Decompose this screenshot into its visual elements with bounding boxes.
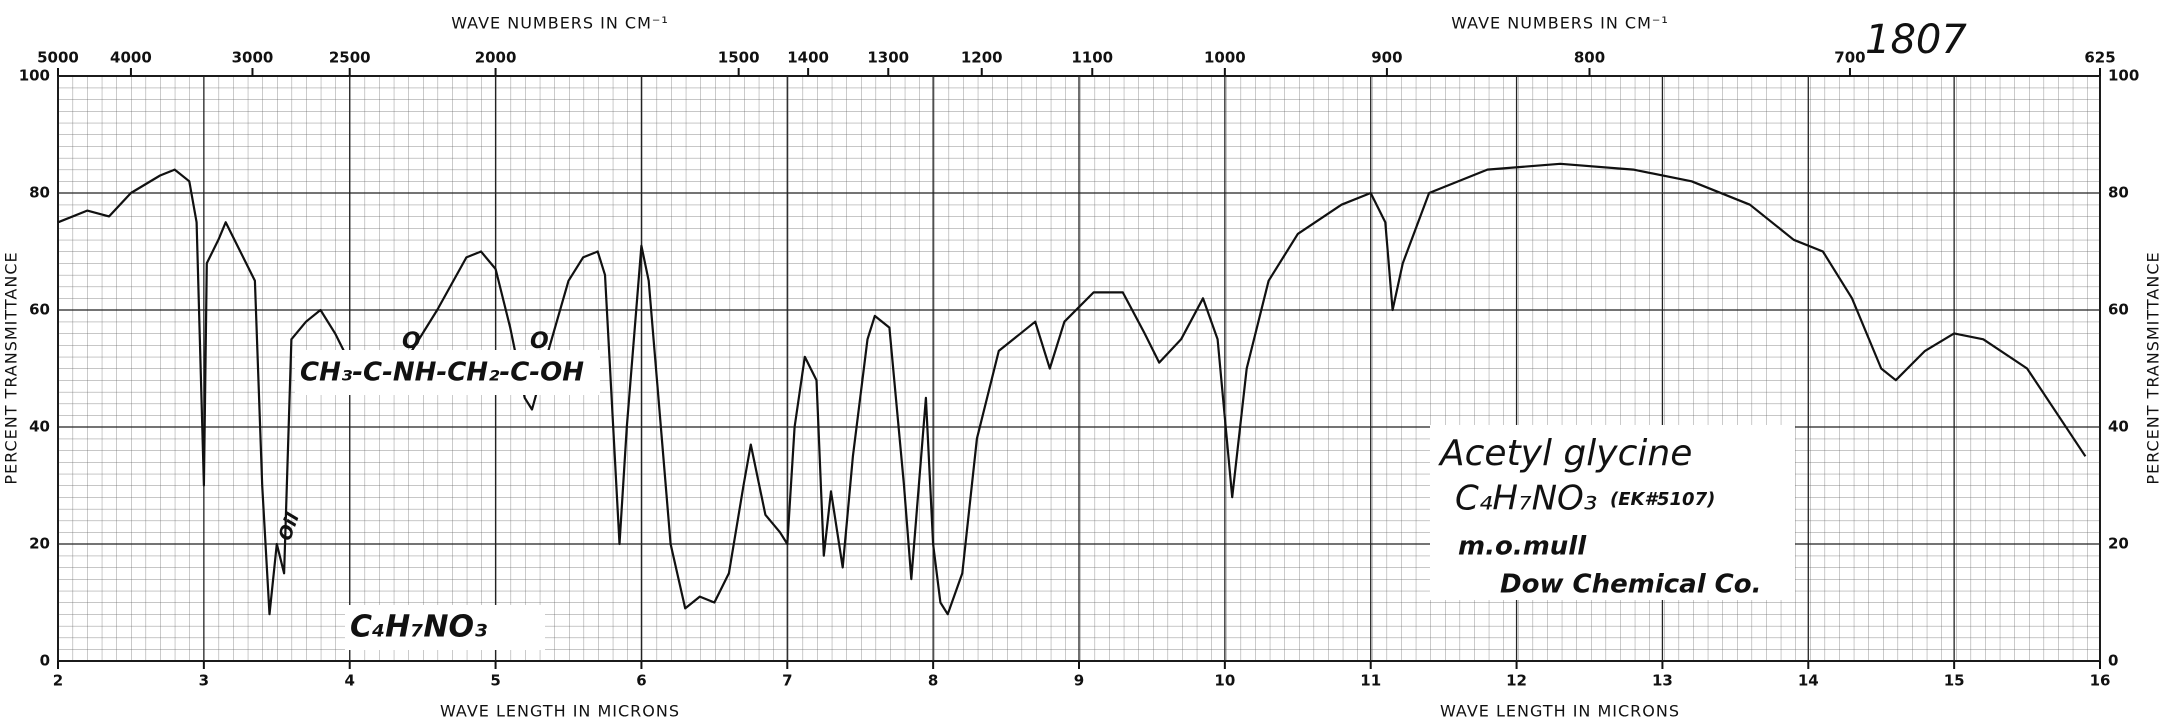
y2-tick-label: 80 [2108, 184, 2129, 202]
x-tick-label: 11 [1360, 672, 1381, 690]
x-tick-label: 12 [1506, 672, 1527, 690]
annotation-box [345, 605, 545, 650]
x-axis-title: WAVE LENGTH IN MICRONS [1440, 702, 1680, 721]
x2-tick-label: 625 [2084, 49, 2115, 67]
x-tick-label: 7 [782, 672, 792, 690]
x2-tick-label: 4000 [110, 49, 152, 67]
y2-tick-label: 40 [2108, 418, 2129, 436]
y2-tick-label: 60 [2108, 301, 2129, 319]
x-tick-label: 13 [1652, 672, 1673, 690]
y-tick-label: 80 [29, 184, 50, 202]
x-tick-label: 4 [344, 672, 354, 690]
x-tick-label: 10 [1214, 672, 1235, 690]
x2-tick-label: 1300 [867, 49, 909, 67]
x-tick-label: 6 [636, 672, 646, 690]
x-tick-label: 15 [1944, 672, 1965, 690]
x2-tick-label: 1100 [1071, 49, 1113, 67]
x2-axis-title: WAVE NUMBERS IN CM⁻¹ [1451, 14, 1669, 33]
x-tick-label: 3 [199, 672, 209, 690]
y2-tick-label: 20 [2108, 535, 2129, 553]
x2-tick-label: 800 [1574, 49, 1605, 67]
annotation-box [1430, 425, 1795, 600]
x2-tick-label: 2000 [475, 49, 517, 67]
y-axis-title: PERCENT TRANSMITTANCE [2, 251, 21, 484]
y-tick-label: 100 [19, 67, 50, 85]
annotation: m.o.mull [1458, 532, 1587, 562]
annotation: Dow Chemical Co. [1500, 570, 1762, 600]
x2-tick-label: 700 [1834, 49, 1865, 67]
spectrum-line [57, 162, 2087, 616]
annotation: O [530, 329, 549, 354]
x2-tick-label: 1200 [961, 49, 1003, 67]
annotation: 1807 [1865, 17, 1967, 63]
y2-tick-label: 100 [2108, 67, 2139, 85]
y-tick-label: 40 [29, 418, 50, 436]
x2-tick-label: 1500 [718, 49, 760, 67]
x-axis-title: WAVE LENGTH IN MICRONS [440, 702, 680, 721]
annotation: (EK#5107) [1610, 489, 1715, 510]
annotation: CH₃-C-NH-CH₂-C-OH [300, 358, 584, 388]
y2-tick-label: 0 [2108, 652, 2118, 670]
annotation: C₄H₇NO₃ [1455, 479, 1597, 519]
annotation: O [402, 329, 421, 354]
x-tick-label: 14 [1798, 672, 1819, 690]
x-tick-label: 9 [1074, 672, 1084, 690]
annotation: Acetyl glycine [1438, 433, 1692, 474]
x-tick-label: 2 [53, 672, 63, 690]
x2-tick-label: 3000 [232, 49, 274, 67]
x2-tick-label: 900 [1371, 49, 1402, 67]
x2-tick-label: 5000 [37, 49, 79, 67]
y-tick-label: 60 [29, 301, 50, 319]
x2-axis-title: WAVE NUMBERS IN CM⁻¹ [451, 14, 669, 33]
annotation-box [295, 350, 600, 395]
x2-tick-label: 1000 [1204, 49, 1246, 67]
x-tick-label: 5 [490, 672, 500, 690]
x2-tick-label: 2500 [329, 49, 371, 67]
x2-tick-label: 1400 [787, 49, 829, 67]
annotation: C₄H₇NO₃ [350, 610, 487, 645]
y-tick-label: 20 [29, 535, 50, 553]
x-tick-label: 8 [928, 672, 938, 690]
x-tick-label: 16 [2090, 672, 2111, 690]
y-tick-label: 0 [40, 652, 50, 670]
y-axis-title: PERCENT TRANSMITTANCE [2144, 251, 2163, 484]
